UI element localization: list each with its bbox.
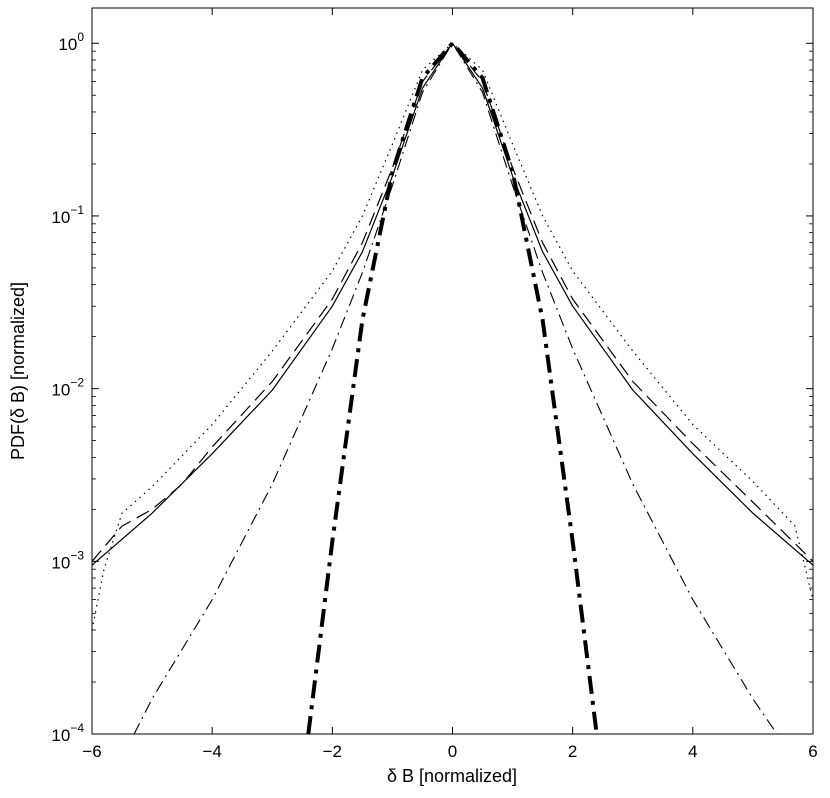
ticks-layer: −6 −4 −2 0 2 4 6 100 10−1 10−2 10−3 10−4 [51,8,818,761]
x-tick-label: −4 [202,742,221,761]
y-tick-label: 10−3 [51,548,84,572]
y-tick-label: 100 [58,30,84,54]
x-tick-label: 4 [688,742,697,761]
x-tick-label: 2 [568,742,577,761]
x-axis-label: δ B [normalized] [387,766,517,786]
series-line-dashdot-thick [306,41,599,735]
y-axis-label: PDF(δ B) [normalized] [8,282,28,460]
x-tick-label: −2 [323,742,342,761]
series-line-dotted [91,42,814,631]
y-tick-label: 10−4 [51,721,84,745]
y-tick-label: 10−1 [51,203,84,227]
x-tick-label: 0 [448,742,457,761]
plot-area [92,8,813,734]
y-tick-label: 10−2 [51,376,84,400]
series-line-dashdot-thin [133,42,778,735]
series-layer [91,41,814,735]
x-tick-label: −6 [82,742,101,761]
x-tick-label: 6 [808,742,817,761]
